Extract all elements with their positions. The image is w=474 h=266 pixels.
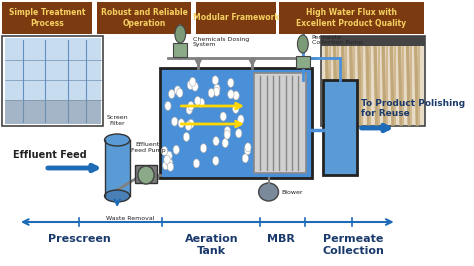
Ellipse shape: [163, 161, 169, 170]
Text: Simple Treatment
Process: Simple Treatment Process: [9, 8, 85, 28]
Ellipse shape: [174, 86, 181, 95]
Bar: [197, 2, 276, 34]
Ellipse shape: [213, 87, 220, 96]
Ellipse shape: [161, 147, 168, 156]
Ellipse shape: [177, 88, 183, 97]
Ellipse shape: [188, 101, 194, 110]
Text: Robust and Reliable
Operation: Robust and Reliable Operation: [101, 8, 188, 28]
Ellipse shape: [224, 127, 230, 136]
Text: Screen
Filter: Screen Filter: [106, 115, 128, 126]
Ellipse shape: [220, 112, 227, 121]
Bar: [321, 36, 426, 126]
Bar: [105, 140, 130, 196]
Bar: [5, 38, 101, 124]
Bar: [321, 36, 426, 46]
Ellipse shape: [175, 25, 186, 43]
Ellipse shape: [222, 139, 228, 148]
Ellipse shape: [236, 129, 242, 138]
Ellipse shape: [105, 134, 130, 146]
Text: High Water Flux with
Excellent Product Quality: High Water Flux with Excellent Product Q…: [296, 8, 407, 28]
Ellipse shape: [213, 137, 219, 146]
Ellipse shape: [165, 101, 171, 110]
Text: Permeate
Collection: Permeate Collection: [322, 234, 384, 256]
Ellipse shape: [233, 91, 239, 100]
Ellipse shape: [188, 119, 194, 128]
Ellipse shape: [193, 159, 200, 168]
Bar: [2, 36, 103, 126]
Ellipse shape: [166, 159, 173, 168]
Bar: [97, 2, 191, 34]
Ellipse shape: [138, 166, 154, 184]
Ellipse shape: [169, 90, 175, 98]
Text: Chemicals Dosing
System: Chemicals Dosing System: [193, 37, 249, 47]
Ellipse shape: [164, 155, 170, 164]
Ellipse shape: [213, 156, 219, 165]
Ellipse shape: [201, 144, 207, 153]
Bar: [254, 73, 307, 173]
Text: Effluent
Feed Pump: Effluent Feed Pump: [130, 142, 165, 153]
Ellipse shape: [237, 115, 244, 124]
Ellipse shape: [172, 117, 178, 126]
Ellipse shape: [198, 98, 205, 107]
Ellipse shape: [245, 143, 251, 152]
Bar: [173, 43, 188, 57]
Ellipse shape: [228, 90, 234, 99]
Ellipse shape: [245, 146, 251, 155]
Ellipse shape: [167, 162, 173, 171]
Bar: [5, 100, 101, 124]
Ellipse shape: [186, 105, 192, 114]
Bar: [2, 2, 92, 34]
Ellipse shape: [214, 84, 220, 93]
Bar: [135, 165, 157, 183]
Text: MBR: MBR: [267, 234, 295, 244]
Ellipse shape: [185, 121, 191, 130]
Text: Aeration
Tank: Aeration Tank: [185, 234, 238, 256]
Ellipse shape: [187, 81, 193, 89]
Ellipse shape: [187, 120, 193, 129]
Bar: [279, 2, 424, 34]
Text: Blower: Blower: [281, 189, 303, 194]
Ellipse shape: [212, 76, 219, 85]
Ellipse shape: [194, 97, 201, 105]
Bar: [296, 56, 310, 68]
Text: Effluent Feed: Effluent Feed: [13, 150, 86, 160]
Ellipse shape: [298, 35, 308, 53]
Ellipse shape: [173, 145, 179, 154]
Text: To Product Polishing
for Reuse: To Product Polishing for Reuse: [361, 99, 465, 118]
Ellipse shape: [192, 82, 198, 91]
Ellipse shape: [233, 104, 239, 113]
Text: Waste Removal: Waste Removal: [106, 216, 155, 221]
Ellipse shape: [242, 154, 248, 163]
Ellipse shape: [208, 89, 215, 98]
Ellipse shape: [166, 151, 172, 160]
Text: Prescreen: Prescreen: [48, 234, 111, 244]
Ellipse shape: [105, 190, 130, 202]
Text: Permeate
Collection Pump: Permeate Collection Pump: [312, 35, 363, 45]
Bar: [323, 80, 357, 175]
Ellipse shape: [224, 130, 230, 139]
Text: Modular Framework: Modular Framework: [193, 14, 279, 23]
Ellipse shape: [259, 183, 279, 201]
Ellipse shape: [190, 77, 196, 86]
Ellipse shape: [183, 132, 190, 142]
Ellipse shape: [228, 78, 234, 87]
Ellipse shape: [178, 119, 184, 128]
Bar: [160, 68, 312, 178]
